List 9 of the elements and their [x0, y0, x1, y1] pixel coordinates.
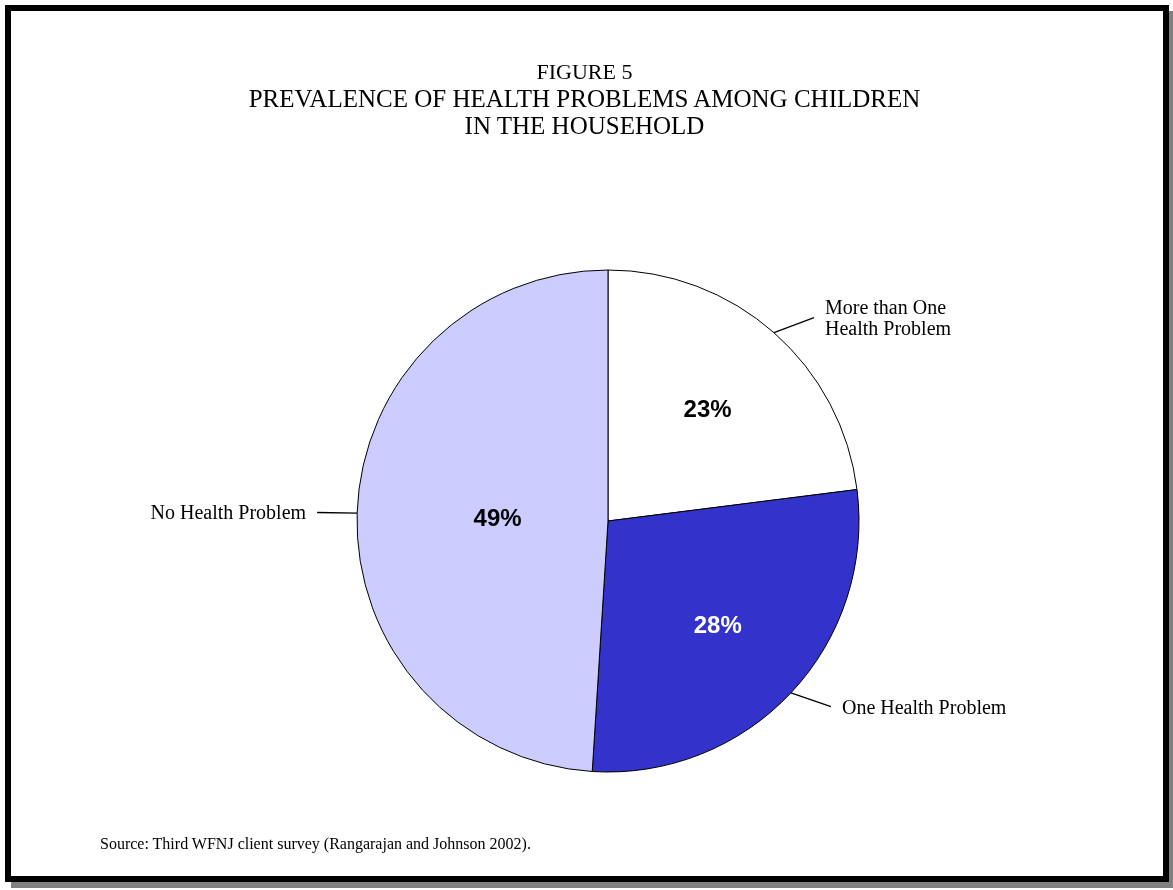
slice-label: More than One Health Problem: [824, 296, 952, 340]
chart-subtitle: PREVALENCE OF HEALTH PROBLEMS AMONG CHILDREN IN THE HOUSEHOLD: [248, 85, 921, 139]
slice-label: One Health Problem: [841, 695, 1007, 718]
source-note: Source: Third WFNJ client survey (Rangarajan and Johnson 2002).: [100, 835, 531, 853]
slice-label: No Health Problem: [150, 501, 307, 524]
data-label: 49%: [473, 504, 522, 532]
chart-title: FIGURE 5: [536, 59, 633, 84]
data-label: 23%: [683, 394, 732, 422]
data-label: 28%: [693, 610, 742, 638]
